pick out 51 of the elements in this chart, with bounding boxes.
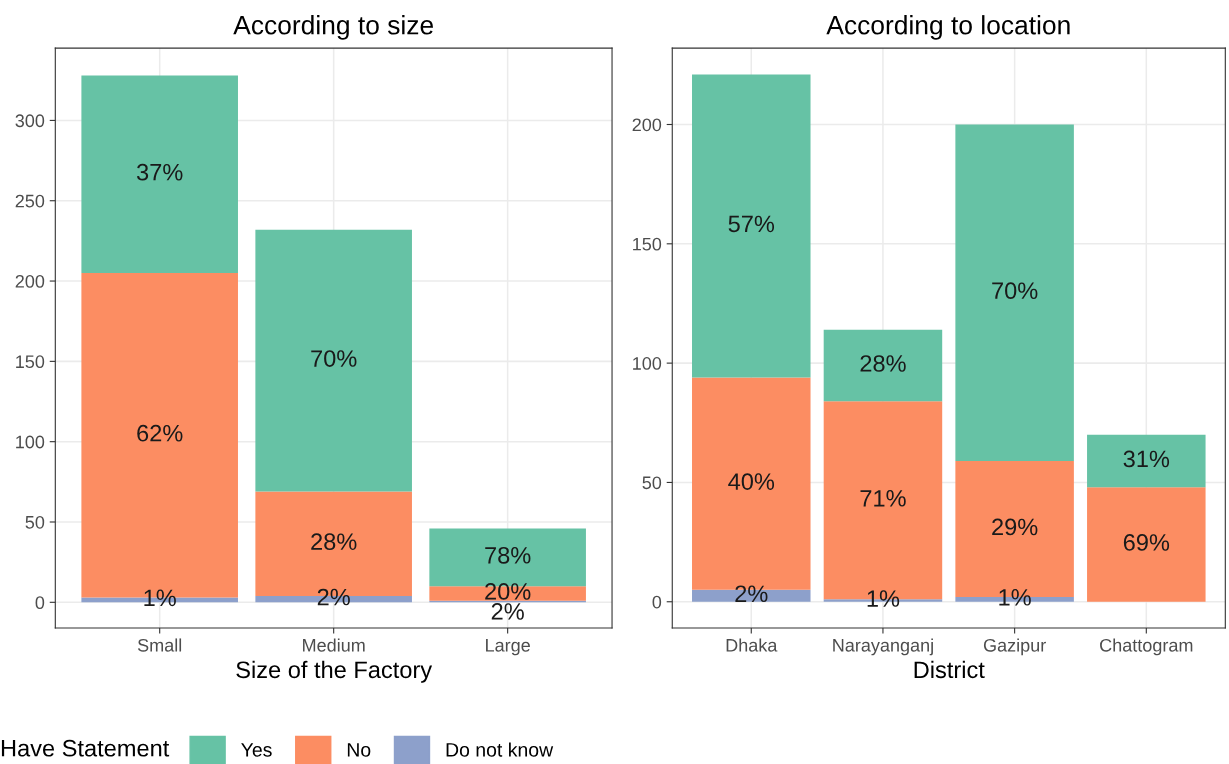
y-tick-label: 100 bbox=[16, 435, 45, 449]
annotation: 31% bbox=[1123, 450, 1170, 468]
annotation: 69% bbox=[1123, 534, 1170, 551]
bar bbox=[1087, 487, 1206, 602]
annotation: 2% bbox=[491, 603, 524, 620]
y-tick-label: 150 bbox=[633, 237, 662, 251]
x-tick-label: Narayanganj bbox=[833, 638, 933, 656]
legend-title: Have Statement bbox=[1, 739, 170, 757]
annotation: 57% bbox=[728, 215, 775, 233]
x-tick-label: Small bbox=[137, 638, 182, 652]
y-tick-label: 250 bbox=[15, 194, 45, 208]
x-tick-label: Medium bbox=[303, 638, 365, 652]
annotation: 71% bbox=[860, 490, 906, 507]
y-tick-label: 200 bbox=[15, 274, 45, 288]
annotation: 62% bbox=[137, 424, 183, 442]
y-tick-label: 50 bbox=[25, 515, 45, 529]
annotation: 70% bbox=[992, 282, 1038, 300]
bar bbox=[823, 329, 943, 402]
y-tick-label: 300 bbox=[15, 114, 45, 128]
annotation: 70% bbox=[311, 350, 357, 367]
x-tick-label: Chattogram bbox=[1100, 638, 1193, 656]
y-tick-label: 0 bbox=[35, 596, 45, 610]
annotation: 78% bbox=[485, 546, 531, 564]
annotation: 40% bbox=[728, 473, 775, 490]
bar bbox=[255, 229, 412, 492]
legend-label: Yes bbox=[241, 743, 272, 757]
annotation: 37% bbox=[136, 163, 183, 181]
bar bbox=[692, 74, 811, 378]
y-tick-label: 200 bbox=[632, 118, 662, 132]
bar bbox=[1087, 434, 1206, 488]
x-tick-label: Dhaka bbox=[726, 638, 778, 652]
x-tick-label: Gazipur bbox=[983, 638, 1046, 656]
chart-title: According to size bbox=[233, 15, 433, 40]
legend-label: No bbox=[347, 743, 371, 757]
annotation: 29% bbox=[992, 518, 1038, 536]
chart-title: According to location bbox=[826, 15, 1070, 40]
legend-label: Do not know bbox=[446, 742, 554, 757]
y-tick-label: 50 bbox=[642, 476, 662, 490]
bar bbox=[955, 124, 1074, 461]
annotation: 1% bbox=[867, 590, 900, 607]
y-tick-label: 100 bbox=[633, 357, 662, 370]
bar bbox=[81, 75, 238, 274]
x-tick-label: Large bbox=[486, 639, 530, 656]
annotation: 28% bbox=[311, 533, 357, 551]
annotation: 28% bbox=[860, 355, 906, 372]
y-tick-label: 150 bbox=[16, 355, 45, 369]
x-axis-title: Size of the Factory bbox=[236, 660, 433, 683]
annotation: 20% bbox=[485, 583, 531, 600]
y-tick-label: 0 bbox=[652, 595, 662, 609]
annotation: 2% bbox=[735, 585, 768, 603]
x-axis-title: District bbox=[914, 660, 985, 679]
